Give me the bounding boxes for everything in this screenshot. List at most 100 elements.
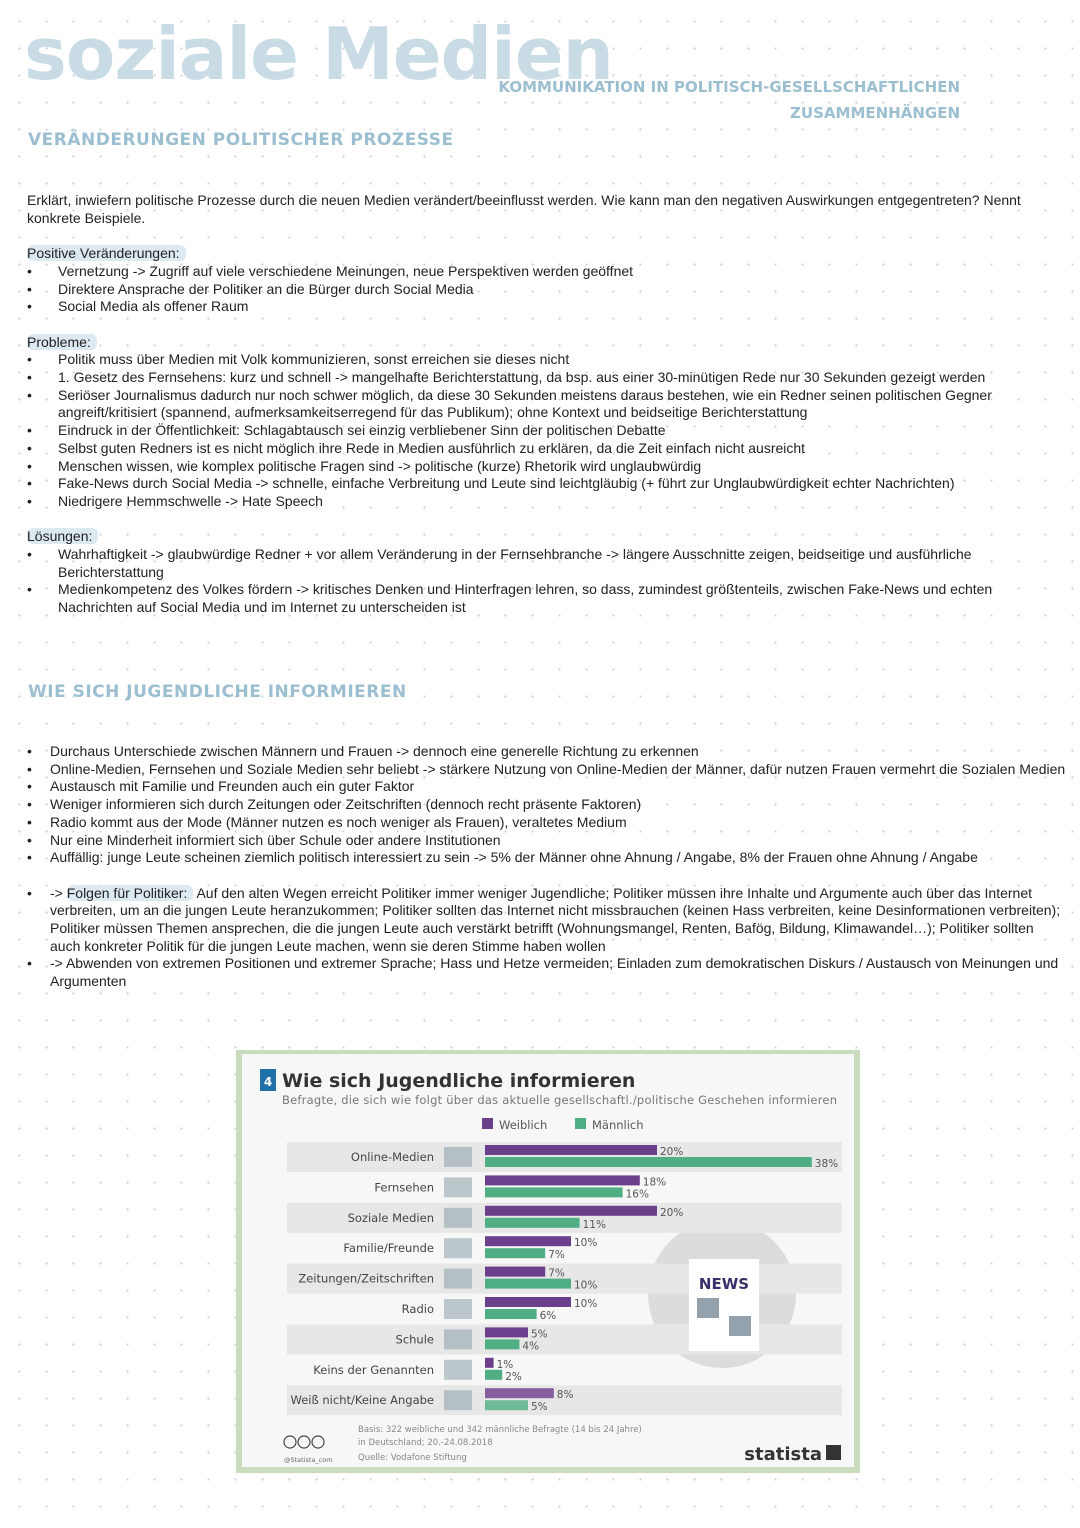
list-item: Social Media als offener Raum: [27, 298, 1067, 316]
list-item: -> Folgen für Politiker: Auf den alten W…: [27, 884, 1067, 956]
chart-number-badge: [260, 1069, 276, 1091]
bar-männlich: [485, 1217, 580, 1228]
bar-value-label: 38%: [815, 1158, 838, 1170]
list-item: Niedrigere Hemmschwelle -> Hate Speech: [27, 493, 1067, 511]
bar-männlich: [485, 1248, 546, 1259]
newspaper-image: [697, 1298, 719, 1318]
list-item: Nur eine Minderheit informiert sich über…: [27, 832, 1067, 850]
bar-value-label: 5%: [531, 1401, 548, 1413]
consequences-text: Auf den alten Wegen erreicht Politiker i…: [50, 884, 1061, 954]
statista-handle: @Statista_com: [284, 1456, 333, 1464]
category-label: Zeitungen/Zeitschriften: [298, 1272, 434, 1286]
list-item: Seriöser Journalismus dadurch nur noch s…: [27, 387, 1067, 422]
points-list: Durchaus Unterschiede zwischen Männern u…: [27, 743, 1067, 867]
list-item: Durchaus Unterschiede zwischen Männern u…: [27, 743, 1067, 761]
page-subtitle: Kommunikation in politisch-gesellschaftl…: [498, 74, 960, 126]
category-label: Keins der Genannten: [313, 1363, 434, 1377]
category-label: Radio: [402, 1302, 434, 1316]
list-item: Selbst guten Redners ist es nicht möglic…: [27, 440, 1067, 458]
bar-value-label: 5%: [531, 1328, 548, 1340]
legend-label: Weiblich: [499, 1118, 547, 1132]
problems-label: Probleme:: [27, 333, 97, 350]
newspaper-image: [729, 1316, 751, 1336]
category-icon: [444, 1268, 472, 1289]
category-label: Online-Medien: [351, 1150, 434, 1164]
list-item: -> Abwenden von extremen Positionen und …: [27, 955, 1067, 990]
bar-männlich: [485, 1400, 528, 1411]
bar-value-label: 7%: [548, 1249, 565, 1261]
category-icon: [444, 1238, 472, 1259]
footer-basis: Basis: 322 weibliche und 342 männliche B…: [358, 1425, 642, 1435]
solutions-list: Wahrhaftigkeit -> glaubwürdige Redner + …: [27, 546, 1067, 617]
list-item: Menschen wissen, wie komplex politische …: [27, 458, 1067, 476]
footer-region: in Deutschland; 20.-24.08.2018: [358, 1438, 493, 1448]
legend-label: Männlich: [592, 1118, 644, 1132]
consequences-label: Folgen für Politiker:: [66, 884, 194, 901]
statista-chart: 4 Wie sich Jugendliche informieren Befragt…: [236, 1050, 860, 1473]
list-item: 1. Gesetz des Fernsehens: kurz und schne…: [27, 369, 1067, 387]
positive-list: Vernetzung -> Zugriff auf viele verschie…: [27, 263, 1067, 316]
section-body: Erklärt, inwiefern politische Prozesse d…: [27, 192, 1067, 617]
cc-license-icon: [297, 1435, 311, 1449]
subtitle-line: Kommunikation in politisch-gesellschaftl…: [498, 78, 960, 96]
chart-number: 4: [264, 1075, 272, 1089]
news-badge: NEWS: [699, 1275, 749, 1293]
list-item: Austausch mit Familie und Freunden auch …: [27, 778, 1067, 796]
bar-weiblich: [485, 1145, 657, 1155]
arrow: ->: [50, 884, 67, 901]
category-label: Familie/Freunde: [343, 1241, 434, 1255]
category-label: Soziale Medien: [348, 1211, 434, 1225]
positive-label: Positive Veränderungen:: [27, 245, 186, 262]
category-icon: [444, 1147, 472, 1167]
bar-value-label: 10%: [574, 1280, 597, 1292]
bar-value-label: 7%: [548, 1268, 565, 1280]
list-item: Eindruck in der Öffentlichkeit: Schlagab…: [27, 422, 1067, 440]
chart-subtitle: Befragte, die sich wie folgt über das ak…: [282, 1093, 837, 1107]
list-item: Medienkompetenz des Volkes fördern -> kr…: [27, 581, 1067, 616]
statista-logo: statista: [744, 1444, 822, 1465]
bar-männlich: [485, 1369, 503, 1380]
bar-value-label: 10%: [574, 1298, 597, 1310]
list-item: Vernetzung -> Zugriff auf viele verschie…: [27, 263, 1067, 281]
legend-swatch: [575, 1118, 586, 1129]
bar-value-label: 4%: [522, 1340, 539, 1352]
question-text: Erklärt, inwiefern politische Prozesse d…: [27, 192, 1021, 226]
category-icon: [444, 1359, 472, 1380]
cc-license-icon: [283, 1435, 297, 1449]
bar-value-label: 1%: [497, 1359, 514, 1371]
bar-value-label: 2%: [505, 1371, 522, 1383]
cc-license-icon: [311, 1435, 325, 1449]
statista-logo-mark: [826, 1445, 841, 1460]
category-icon: [444, 1329, 472, 1350]
category-icon: [444, 1207, 472, 1228]
bar-value-label: 20%: [660, 1146, 683, 1158]
bar-weiblich: [485, 1236, 571, 1247]
list-item: Radio kommt aus der Mode (Männer nutzen …: [27, 814, 1067, 832]
bar-value-label: 8%: [557, 1389, 574, 1401]
bar-weiblich: [485, 1357, 494, 1368]
bar-männlich: [485, 1187, 623, 1198]
bar-weiblich: [485, 1297, 571, 1307]
category-icon: [444, 1390, 472, 1411]
bar-value-label: 11%: [583, 1219, 606, 1231]
problems-list: Politik muss über Medien mit Volk kommun…: [27, 351, 1067, 510]
category-row-band: [287, 1385, 842, 1416]
legend-swatch: [482, 1118, 493, 1129]
bar-weiblich: [485, 1205, 657, 1216]
category-icon: [444, 1299, 472, 1319]
solutions-label: Lösungen:: [27, 528, 99, 545]
section-body: Durchaus Unterschiede zwischen Männern u…: [27, 743, 1067, 991]
subtitle-line: Zusammenhängen: [790, 104, 960, 122]
section-heading: Veränderungen politischer Prozesse: [28, 130, 454, 150]
bar-value-label: 20%: [660, 1207, 683, 1219]
bar-weiblich: [485, 1388, 554, 1399]
bar-weiblich: [485, 1175, 640, 1186]
bar-value-label: 16%: [626, 1188, 649, 1200]
bar-weiblich: [485, 1327, 528, 1338]
page-title: soziale Medien: [24, 12, 614, 96]
list-item: Weniger informieren sich durch Zeitungen…: [27, 796, 1067, 814]
chart-svg: 4 Wie sich Jugendliche informierenBefragt…: [242, 1054, 854, 1467]
bar-männlich: [485, 1157, 812, 1167]
chart-title: Wie sich Jugendliche informieren: [282, 1070, 635, 1092]
